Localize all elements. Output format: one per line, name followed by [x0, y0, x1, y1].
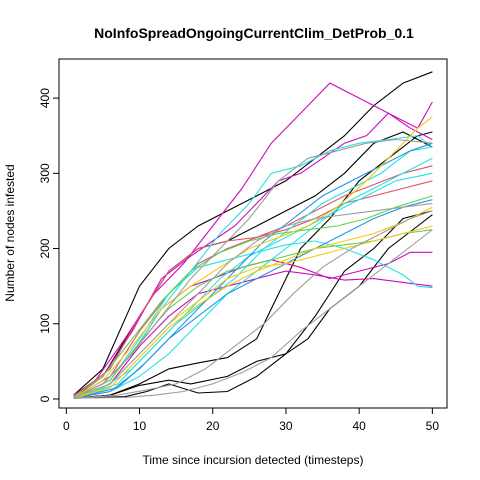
y-tick-label: 400: [38, 88, 52, 108]
y-axis: 0 100 200 300 400: [38, 88, 59, 403]
y-tick-label: 100: [38, 313, 52, 333]
series-line-27: [74, 203, 433, 397]
y-axis-label: Number of nodes infested: [3, 164, 17, 301]
y-tick-label: 200: [38, 238, 52, 258]
series-lines: [74, 72, 433, 398]
x-tick-label: 20: [206, 419, 220, 433]
chart-title: NoInfoSpreadOngoingCurrentClim_DetProb_0…: [94, 25, 414, 41]
series-line-7: [74, 113, 433, 397]
series-line-1: [74, 72, 433, 395]
x-tick-label: 40: [352, 419, 366, 433]
x-axis: 0 10 20 30 40 50: [63, 408, 439, 433]
x-tick-label: 30: [279, 419, 293, 433]
y-tick-label: 0: [38, 395, 52, 402]
x-axis-label: Time since incursion detected (timesteps…: [143, 453, 364, 467]
series-line-23: [74, 207, 433, 398]
x-tick-label: 10: [133, 419, 147, 433]
y-tick-label: 300: [38, 163, 52, 183]
x-tick-label: 50: [426, 419, 440, 433]
series-line-18: [74, 200, 433, 399]
x-tick-label: 0: [63, 419, 70, 433]
